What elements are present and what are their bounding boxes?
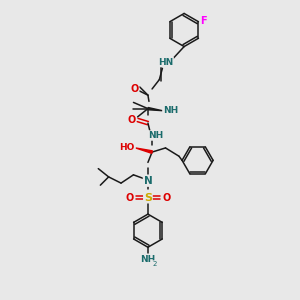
Text: HO: HO [120,143,135,152]
Text: N: N [144,176,152,186]
Text: O: O [127,115,136,125]
Text: O: O [130,84,139,94]
Polygon shape [148,107,162,111]
Text: S: S [144,193,152,202]
Polygon shape [136,148,152,153]
Text: NH: NH [163,106,178,115]
Text: O: O [162,193,171,202]
Text: O: O [125,193,134,202]
Text: HN: HN [158,58,173,67]
Text: NH: NH [140,255,156,264]
Text: NH: NH [148,131,164,140]
Text: 2: 2 [152,261,156,267]
Text: F: F [200,16,207,26]
